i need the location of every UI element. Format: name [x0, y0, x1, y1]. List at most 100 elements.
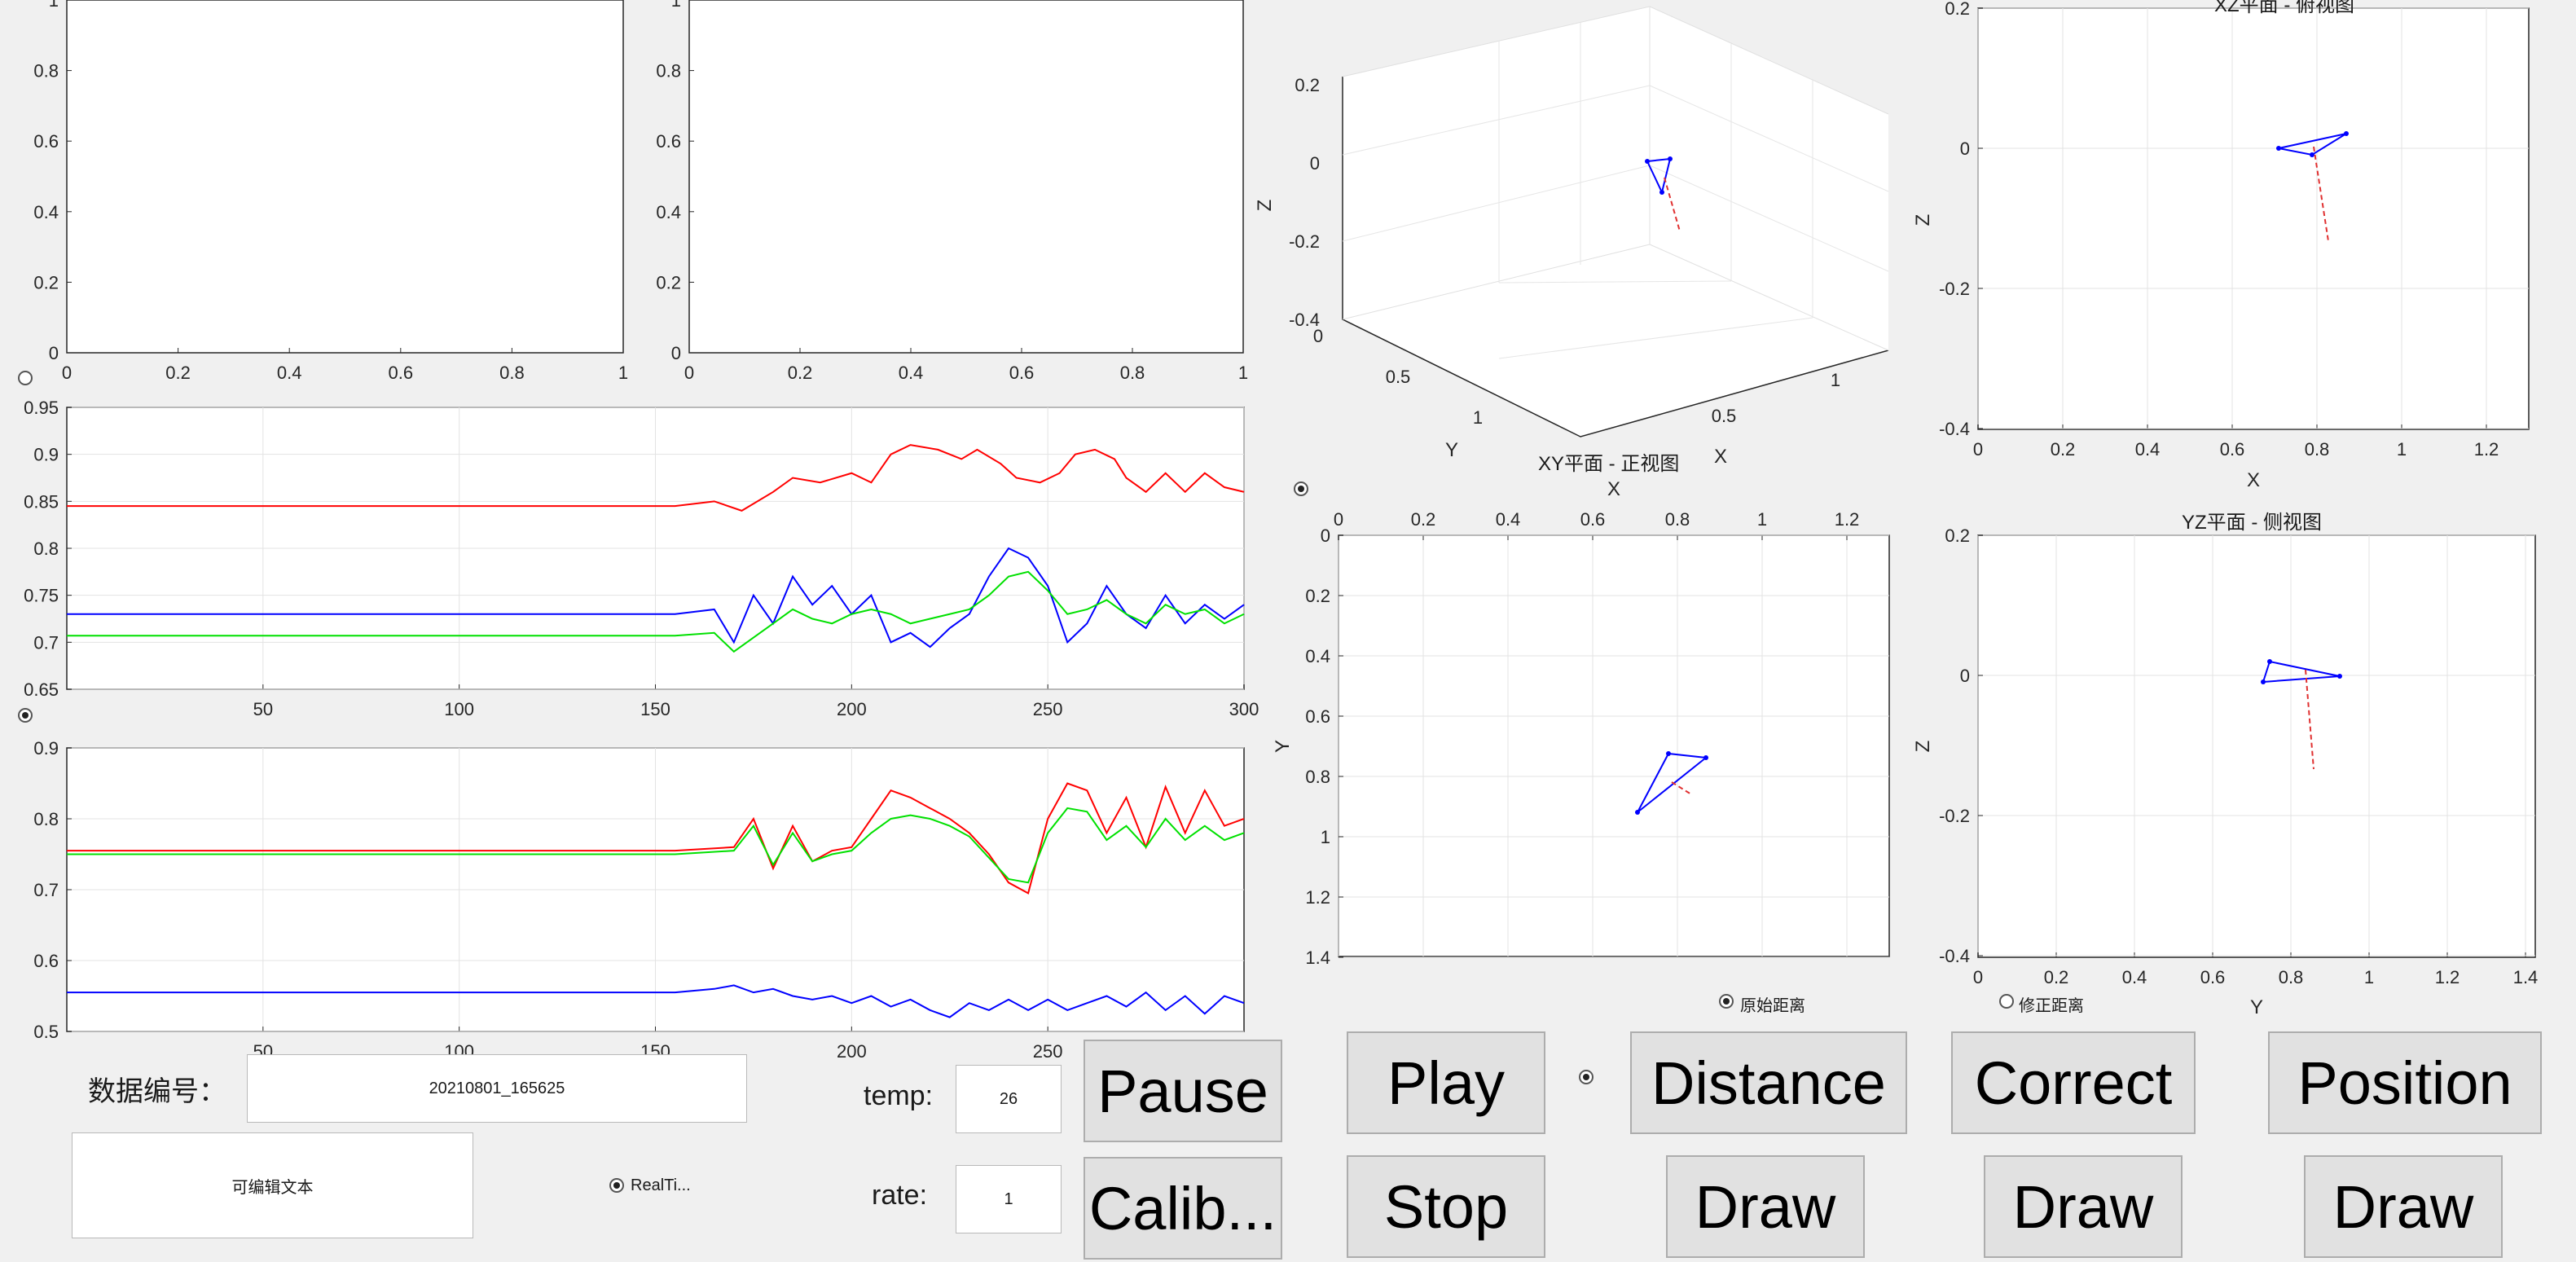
calib-button[interactable]: Calib... — [1084, 1157, 1282, 1260]
radio-original-distance[interactable] — [1719, 994, 1734, 1009]
x-tick-label: 0 — [1334, 509, 1343, 530]
x-tick-label: 0.6 — [2220, 439, 2245, 460]
empty-plot-left: 0 0.2 0.4 0.6 0.8 1 0 0.2 0.4 0.6 0.8 1 — [33, 0, 628, 383]
y-tick-label: 0.4 — [656, 202, 681, 222]
y-tick-label: 0.6 — [656, 131, 681, 152]
pause-button[interactable]: Pause — [1084, 1040, 1282, 1142]
x-tick-label: 1 — [1757, 509, 1767, 530]
realtime-label: RealTi... — [631, 1176, 691, 1194]
y-tick-label: 0.8 — [33, 61, 59, 81]
x-tick-label: 300 — [1229, 699, 1259, 719]
radio-plot-top[interactable] — [18, 371, 33, 385]
xz-view-title: XZ平面 - 俯视图 — [2214, 0, 2354, 16]
view-3d: -0.4 -0.2 0 0.2 0 0.5 1 0.5 1 Z Y X — [1254, 6, 1889, 468]
draw-position-button[interactable]: Draw — [2304, 1155, 2503, 1258]
x-tick-label: 0.6 — [1009, 363, 1035, 383]
y-tick-label: 0.65 — [24, 679, 59, 700]
radio-realtime[interactable] — [609, 1178, 624, 1193]
temp-field[interactable]: 26 — [956, 1065, 1062, 1133]
x-tick-label: 0.4 — [899, 363, 924, 383]
x-tick-label: 0.4 — [1496, 509, 1521, 530]
x-tick-label: 250 — [1033, 1041, 1063, 1062]
position-button[interactable]: Position — [2268, 1031, 2542, 1134]
stop-button[interactable]: Stop — [1347, 1155, 1545, 1258]
y-tick-label: 0.4 — [33, 202, 59, 222]
y-tick-label: 0 — [1960, 139, 1970, 159]
y-tick-label: 0.8 — [656, 61, 681, 81]
corrected-distance-label: 修正距离 — [2019, 997, 2084, 1015]
y-tick-label: 0 — [1960, 666, 1970, 686]
rate-label: rate: — [872, 1180, 928, 1211]
radio-3d-view[interactable] — [1294, 481, 1308, 496]
y-tick-label: 0.7 — [33, 880, 59, 900]
y3d-axis-label: Y — [1445, 439, 1458, 461]
y-tick-label: 0 — [49, 343, 59, 363]
y-tick-label: 0.8 — [33, 809, 59, 829]
x-tick-label: 1 — [2364, 967, 2374, 987]
y-tick-label: 0.2 — [1305, 586, 1330, 606]
y-tick-label: 0.6 — [33, 131, 59, 152]
x-tick-label: 0.6 — [2200, 967, 2226, 987]
rate-field[interactable]: 1 — [956, 1165, 1062, 1233]
y-tick-label: -0.2 — [1939, 279, 1970, 299]
xy-view-title: XY平面 - 正视图 — [1538, 453, 1680, 475]
y-tick-label: 0.6 — [33, 951, 59, 971]
yz-view-title: YZ平面 - 侧视图 — [2182, 512, 2322, 534]
x-tick-label: 1 — [618, 363, 628, 383]
series-line-green — [67, 807, 1245, 884]
yz-view-plot: 0 0.2 0.4 0.6 0.8 1 1.2 1.4 0.2 0 -0.2 -0.4 — [1939, 525, 2538, 987]
z-tick-label: -0.2 — [1289, 231, 1320, 252]
xy-y-axis-label: Y — [1272, 740, 1294, 753]
temp-label: temp: — [864, 1080, 934, 1111]
x-tick-label: 1.2 — [2474, 439, 2499, 460]
original-distance-label: 原始距离 — [1740, 997, 1805, 1015]
x-tick-label: 200 — [837, 1041, 867, 1062]
correct-button[interactable]: Correct — [1951, 1031, 2196, 1134]
x-tick-label: 0.4 — [277, 363, 302, 383]
x-tick-label: 0.8 — [2305, 439, 2330, 460]
y-tick-label: 1.4 — [1305, 948, 1330, 968]
xz-x-axis-label: X — [2247, 469, 2260, 491]
x-tick-label: 0.6 — [1580, 509, 1606, 530]
y-tick-label: 0.2 — [1945, 0, 1970, 19]
signal-plot-top: 50 100 150 200 250 300 0.65 0.7 0.75 0.8 0.85 0.9 0.… — [24, 398, 1259, 719]
y-tick-label: 0.85 — [24, 491, 59, 512]
x-tick-label: 1 — [2397, 439, 2407, 460]
yz-y-axis-label: Z — [1912, 741, 1934, 753]
x-tick-label: 1.4 — [2513, 967, 2539, 987]
series-line-red — [67, 782, 1245, 895]
editable-text-field[interactable]: 可编辑文本 — [72, 1132, 473, 1238]
y-tick-label: 0.2 — [1945, 525, 1970, 546]
y-tick-label: 0.6 — [1305, 706, 1330, 727]
y-tick-label: 0.5 — [33, 1022, 59, 1042]
x-tick-label: 0.8 — [1665, 509, 1690, 530]
series-line-blue — [67, 984, 1245, 1018]
x-tick-label: 0.6 — [389, 363, 414, 383]
draw-distance-button[interactable]: Draw — [1666, 1155, 1865, 1258]
x-tick-label: 0.2 — [165, 363, 191, 383]
x3d-axis-label: X — [1714, 446, 1727, 468]
radio-corrected-distance[interactable] — [1999, 994, 2014, 1009]
y3d-tick-label: 0 — [1313, 326, 1323, 346]
x-tick-label: 0 — [684, 363, 694, 383]
x-tick-label: 0.2 — [1411, 509, 1436, 530]
data-number-field[interactable]: 20210801_165625 — [247, 1054, 747, 1123]
x-tick-label: 0.8 — [1120, 363, 1145, 383]
x-tick-label: 200 — [837, 699, 867, 719]
radio-plot-bottom[interactable] — [18, 708, 33, 723]
draw-correct-button[interactable]: Draw — [1984, 1155, 2183, 1258]
x-tick-label: 0.2 — [788, 363, 813, 383]
play-button[interactable]: Play — [1347, 1031, 1545, 1134]
distance-button[interactable]: Distance — [1630, 1031, 1907, 1134]
x-tick-label: 0.2 — [2051, 439, 2076, 460]
y-tick-label: -0.4 — [1939, 419, 1970, 439]
radio-distance[interactable] — [1579, 1070, 1594, 1084]
y-tick-label: 0.9 — [33, 445, 59, 465]
y-tick-label: -0.2 — [1939, 806, 1970, 826]
xy-x-axis-label: X — [1607, 478, 1620, 500]
x-tick-label: 0 — [1973, 439, 1983, 460]
y-tick-label: 0.2 — [33, 272, 59, 292]
series-line-green — [67, 570, 1245, 653]
y-tick-label: 1 — [671, 0, 681, 11]
